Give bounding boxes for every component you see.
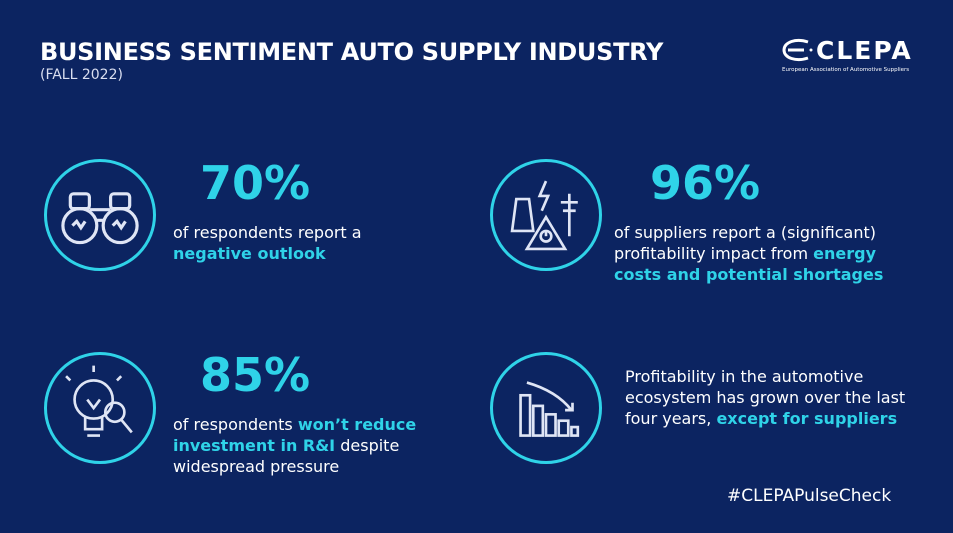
page-subtitle: (FALL 2022) xyxy=(40,67,123,83)
stat-description: of respondents report a negative outlook xyxy=(173,223,362,263)
declining-bars-icon xyxy=(490,352,602,464)
stat-description: of suppliers report a (significant) prof… xyxy=(614,223,884,284)
lightbulb-magnifier-icon xyxy=(44,352,156,464)
stat-description: Profitability in the automotive ecosyste… xyxy=(625,367,906,428)
stat-value: 70% xyxy=(200,156,311,210)
binoculars-icon xyxy=(44,159,156,271)
page-title: BUSINESS SENTIMENT AUTO SUPPLY INDUSTRY xyxy=(40,38,664,66)
hashtag: #CLEPAPulseCheck xyxy=(727,486,892,506)
clepa-logo: CLEPA European Association of Automotive… xyxy=(778,36,928,78)
stat-value: 85% xyxy=(200,348,311,402)
stat-description: of respondents won’t reduce investment i… xyxy=(173,415,417,476)
logo-swoosh-icon xyxy=(782,38,813,62)
logo-tagline: European Association of Automotive Suppl… xyxy=(782,67,910,73)
energy-warning-icon xyxy=(490,159,602,271)
logo-name: CLEPA xyxy=(816,36,913,65)
stat-value: 96% xyxy=(650,156,761,210)
